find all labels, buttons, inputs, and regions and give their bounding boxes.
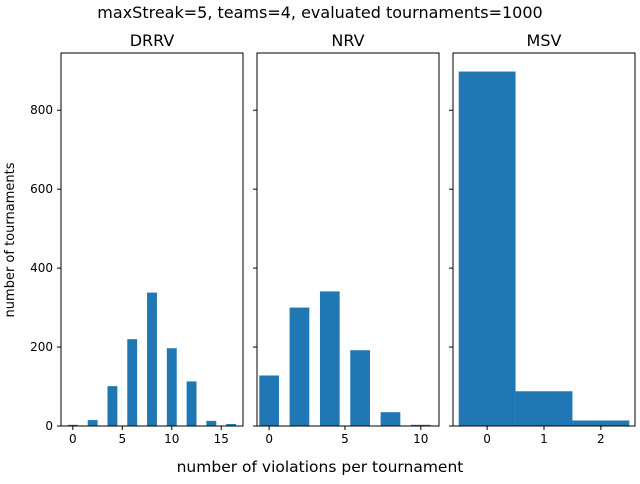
x-tick-label: 2: [597, 432, 605, 446]
x-tick-label: 5: [341, 432, 349, 446]
x-axis-label: number of violations per tournament: [177, 458, 464, 476]
y-tick-label: 200: [30, 340, 53, 354]
bar: [226, 424, 237, 426]
bar: [67, 424, 78, 426]
x-tick-label: 0: [483, 432, 491, 446]
bar: [127, 339, 138, 426]
y-tick-label: 400: [30, 261, 53, 275]
axes-frame: [60, 52, 244, 427]
bar: [107, 386, 118, 426]
panel-nrv: 0 5 10 NRV: [253, 31, 440, 446]
panel-title: DRRV: [130, 31, 175, 50]
panel-msv: 0 1 2 MSV: [449, 31, 636, 446]
panels: 0 5 10 15 0 200 400 600 800 DRRV 0 5 10 NRV 0 1 2 MSV: [30, 31, 636, 446]
figure-suptitle: maxStreak=5, teams=4, evaluated tourname…: [97, 3, 542, 22]
y-tick-label: 600: [30, 182, 53, 196]
bar: [147, 292, 157, 426]
panel-title: NRV: [331, 31, 364, 50]
bar: [410, 424, 431, 426]
bar: [259, 375, 279, 426]
x-tick-label: 5: [119, 432, 127, 446]
x-tick-label: 1: [540, 432, 548, 446]
x-tick-label: 15: [214, 432, 229, 446]
bar: [289, 307, 310, 426]
bar: [87, 420, 98, 426]
x-tick-label: 10: [164, 432, 179, 446]
bar: [515, 391, 573, 426]
bar: [380, 412, 401, 426]
x-tick-label: 0: [265, 432, 273, 446]
y-tick-label: 0: [45, 419, 53, 433]
bar: [186, 381, 197, 426]
bar: [206, 420, 217, 426]
x-tick-label: 10: [413, 432, 428, 446]
bar: [319, 291, 340, 426]
y-axis-label: number of tournaments: [3, 162, 18, 317]
bar: [166, 348, 177, 426]
panel-drrv: 0 5 10 15 0 200 400 600 800 DRRV: [30, 31, 244, 446]
bar: [572, 420, 630, 426]
axes-frame: [256, 52, 440, 427]
y-tick-label: 800: [30, 103, 53, 117]
panel-title: MSV: [527, 31, 562, 50]
bar: [458, 71, 516, 426]
bar: [350, 350, 370, 426]
x-tick-label: 0: [69, 432, 77, 446]
